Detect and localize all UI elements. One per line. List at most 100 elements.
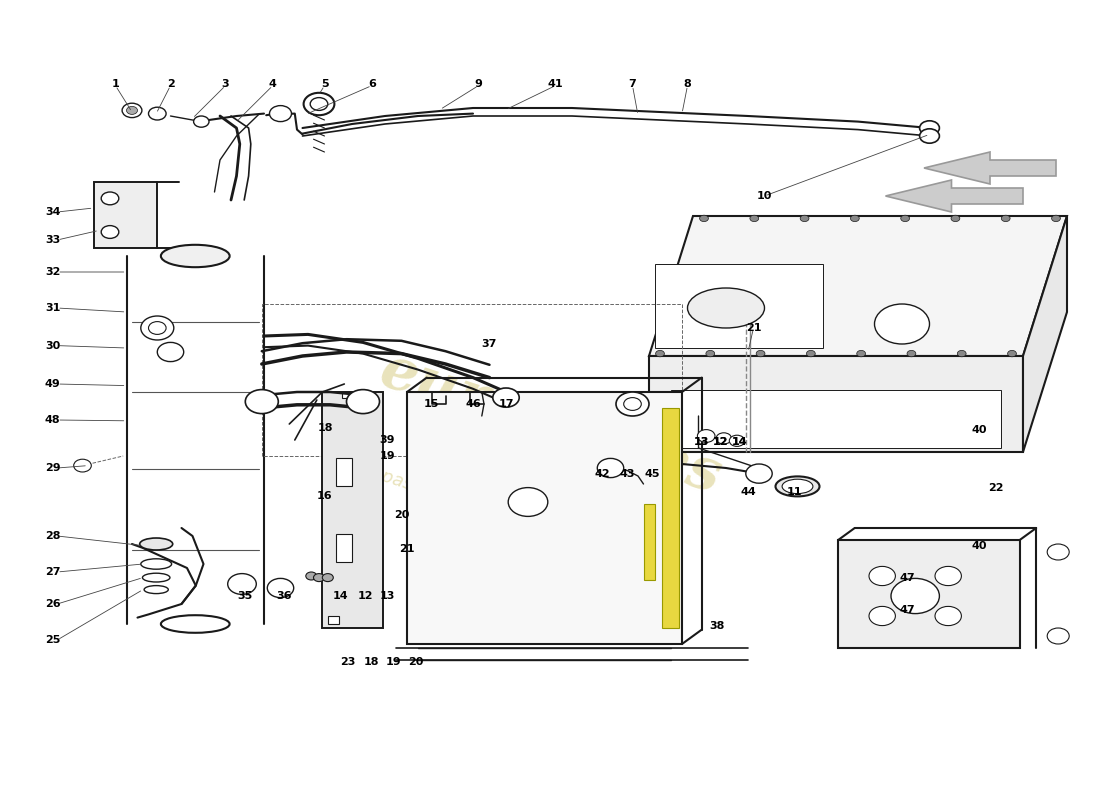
Text: 40: 40 — [971, 541, 987, 550]
Circle shape — [697, 430, 715, 442]
Text: 14: 14 — [333, 591, 349, 601]
Text: 23: 23 — [340, 658, 355, 667]
Bar — [336, 534, 352, 562]
Text: 6: 6 — [367, 79, 376, 89]
Circle shape — [800, 215, 808, 222]
Circle shape — [908, 350, 916, 357]
Text: 39: 39 — [379, 435, 395, 445]
Text: 16: 16 — [317, 491, 332, 501]
Circle shape — [157, 342, 184, 362]
Circle shape — [322, 574, 333, 582]
Circle shape — [194, 116, 209, 127]
Text: 21: 21 — [399, 544, 415, 554]
Circle shape — [806, 350, 815, 357]
Text: 47: 47 — [900, 605, 915, 614]
Circle shape — [700, 215, 708, 222]
Ellipse shape — [782, 479, 813, 494]
Circle shape — [245, 390, 278, 414]
Circle shape — [304, 93, 334, 115]
Circle shape — [1047, 544, 1069, 560]
Text: 48: 48 — [45, 415, 60, 425]
Circle shape — [624, 398, 641, 410]
Text: 13: 13 — [694, 437, 710, 446]
Ellipse shape — [688, 288, 764, 328]
Circle shape — [1008, 350, 1016, 357]
Circle shape — [920, 129, 939, 143]
Text: 28: 28 — [45, 531, 60, 541]
Text: 26: 26 — [45, 599, 60, 609]
Circle shape — [857, 350, 866, 357]
Circle shape — [126, 106, 138, 114]
Text: 43: 43 — [619, 469, 635, 478]
Text: 1: 1 — [111, 79, 120, 89]
Text: 14: 14 — [732, 437, 747, 446]
Text: 4: 4 — [268, 79, 277, 89]
Circle shape — [901, 215, 910, 222]
Text: 18: 18 — [318, 423, 333, 433]
Circle shape — [148, 107, 166, 120]
Text: 17: 17 — [498, 399, 514, 409]
Text: 35: 35 — [238, 591, 253, 601]
Text: 10: 10 — [757, 191, 772, 201]
Circle shape — [756, 350, 764, 357]
Text: 12: 12 — [713, 437, 728, 446]
Circle shape — [306, 572, 317, 580]
Text: 38: 38 — [710, 621, 725, 630]
Text: 14: 14 — [732, 437, 747, 446]
Bar — [838, 540, 1020, 648]
Text: 3: 3 — [222, 79, 229, 89]
Ellipse shape — [161, 245, 230, 267]
Text: 20: 20 — [408, 658, 424, 667]
Text: 2: 2 — [166, 79, 175, 89]
Circle shape — [616, 392, 649, 416]
Text: 36: 36 — [276, 591, 292, 601]
Circle shape — [493, 388, 519, 407]
Circle shape — [952, 215, 960, 222]
Circle shape — [346, 390, 380, 414]
Circle shape — [148, 322, 166, 334]
Text: 25: 25 — [45, 635, 60, 645]
Text: 40: 40 — [971, 426, 987, 435]
Bar — [342, 392, 351, 398]
Polygon shape — [649, 216, 1067, 356]
Polygon shape — [1023, 216, 1067, 452]
Circle shape — [74, 459, 91, 472]
Polygon shape — [886, 180, 1023, 212]
Bar — [336, 458, 352, 486]
Circle shape — [891, 578, 939, 614]
Circle shape — [869, 606, 895, 626]
Circle shape — [656, 350, 664, 357]
Circle shape — [141, 316, 174, 340]
Ellipse shape — [142, 573, 169, 582]
Circle shape — [850, 215, 859, 222]
Bar — [671, 390, 1001, 448]
Bar — [644, 504, 654, 580]
Text: 11: 11 — [786, 487, 802, 497]
Polygon shape — [924, 152, 1056, 184]
Bar — [407, 392, 682, 644]
Text: 33: 33 — [45, 235, 60, 245]
Circle shape — [101, 226, 119, 238]
Text: 19: 19 — [386, 658, 402, 667]
Circle shape — [101, 192, 119, 205]
Polygon shape — [649, 356, 1023, 452]
Circle shape — [597, 458, 624, 478]
Text: 41: 41 — [548, 79, 563, 89]
Circle shape — [869, 566, 895, 586]
Bar — [654, 264, 823, 348]
Circle shape — [270, 106, 292, 122]
Ellipse shape — [140, 538, 173, 550]
Text: 13: 13 — [379, 591, 395, 601]
Circle shape — [957, 350, 966, 357]
Text: 49: 49 — [45, 379, 60, 389]
Circle shape — [1001, 215, 1010, 222]
Ellipse shape — [144, 586, 168, 594]
Circle shape — [310, 98, 328, 110]
Text: 30: 30 — [45, 341, 60, 350]
Text: a passion for parts since 1985: a passion for parts since 1985 — [363, 462, 627, 562]
Circle shape — [729, 435, 745, 446]
Text: 29: 29 — [45, 463, 60, 473]
Text: 9: 9 — [474, 79, 483, 89]
Text: 32: 32 — [45, 267, 60, 277]
Circle shape — [1052, 215, 1060, 222]
